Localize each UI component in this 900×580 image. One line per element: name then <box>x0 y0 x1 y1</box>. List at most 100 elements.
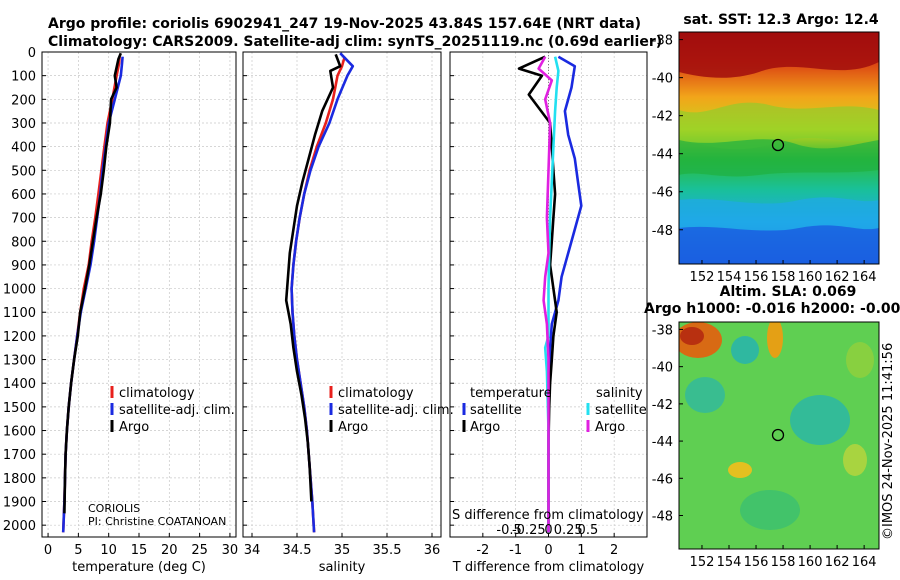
salinity-panel: 34 34.5 35 35.5 36 salinity <box>242 51 442 575</box>
legend-s-argo-label: Argo <box>595 420 625 435</box>
sst-argo-location-marker <box>771 138 785 152</box>
y-tick-label: 1600 <box>3 425 36 440</box>
map-x-tick-label: 152 <box>690 555 715 570</box>
x-axis-label: salinity <box>319 560 366 575</box>
legend-satellite-label: satellite-adj. clim. <box>119 403 235 418</box>
series-line-argo <box>284 53 342 502</box>
series-line-satellite-adj-clim- <box>61 56 124 533</box>
x-tick-label: -1 <box>509 543 522 558</box>
y-tick-label: 0 <box>28 46 36 61</box>
map-x-tick-label: 152 <box>690 270 715 285</box>
y-tick-label: 1900 <box>3 496 36 511</box>
y-tick-label: 700 <box>11 212 36 227</box>
x-tick-label: -2 <box>476 543 489 558</box>
s-x-tick-label: -0.25 <box>512 523 546 538</box>
map-x-tick-label: 154 <box>717 555 742 570</box>
x-tick-label: 34 <box>244 543 261 558</box>
sst-map-title: sat. SST: 12.3 Argo: 12.4 <box>683 12 879 28</box>
x-tick-label: 0 <box>44 543 52 558</box>
y-tick-label: 900 <box>11 259 36 274</box>
credit-institution: CORIOLIS <box>88 502 140 515</box>
temperature-legend: climatology satellite-adj. clim. Argo <box>110 386 235 435</box>
timestamp: ©IMOS 24-Nov-2025 11:41:56 <box>881 343 896 540</box>
x-tick-label: 35.5 <box>373 543 402 558</box>
map-x-tick-label: 156 <box>744 555 769 570</box>
s-difference-ticks: -0.5-0.250 0.250.5 <box>496 523 598 538</box>
y-tick-label: 1500 <box>3 401 36 416</box>
sla-map <box>679 322 879 549</box>
difference-panel: -2 -1 0 1 2 T difference from climatology <box>449 51 648 575</box>
sla-map-title-1: Altim. SLA: 0.069 <box>720 284 857 300</box>
credit-pi: PI: Christine COATANOAN <box>88 515 226 528</box>
x-tick-label: 25 <box>191 543 208 558</box>
x-tick-label: 20 <box>161 543 178 558</box>
y-tick-label: 100 <box>11 70 36 85</box>
y-tick-label: 1000 <box>3 283 36 298</box>
y-tick-label: 300 <box>11 117 36 132</box>
legend-t-argo-label: Argo <box>470 420 500 435</box>
x-tick-label: 0 <box>544 543 552 558</box>
s-difference-xlabel: S difference from climatology <box>452 508 644 523</box>
s-x-tick-label: 0.5 <box>578 523 599 538</box>
difference-legend: temperature satellite Argo salinity sate… <box>462 386 647 435</box>
sla-argo-location-marker <box>771 428 785 442</box>
y-tick-label: 1200 <box>3 330 36 345</box>
y-tick-label: 1700 <box>3 448 36 463</box>
x-tick-label: 15 <box>131 543 148 558</box>
y-tick-label: 1100 <box>3 306 36 321</box>
x-tick-label: 1 <box>577 543 585 558</box>
header-line-1: Argo profile: coriolis 6902941_247 19-No… <box>48 16 641 32</box>
y-tick-label: 600 <box>11 188 36 203</box>
salinity-legend: climatology satellite-adj. clim. Argo <box>329 386 454 435</box>
map-y-tick-label: -46 <box>652 186 673 201</box>
s-x-tick-label: -0.5 <box>496 523 521 538</box>
temperature-panel: 0 5 10 15 20 25 300100200300400500600700800900… <box>3 46 238 575</box>
y-tick-label: 1400 <box>3 377 36 392</box>
legend-s-satellite-label: satellite <box>595 403 647 418</box>
x-tick-label: 36 <box>424 543 441 558</box>
legend-argo-label: Argo <box>119 420 149 435</box>
series-line-s-satellite <box>543 56 560 533</box>
series-line-satellite-adj-clim- <box>290 52 355 533</box>
series-line-s-argo <box>537 56 554 533</box>
map-y-tick-label: -40 <box>652 361 673 376</box>
map-x-tick-label: 162 <box>825 270 850 285</box>
y-tick-label: 400 <box>11 141 36 156</box>
y-tick-label: 1300 <box>3 354 36 369</box>
sst-map-ticks: 152 154 156 158 160 162 164 -38 -40 -42 -44 -46 -48 <box>652 34 877 285</box>
legend-salinity-title: salinity <box>596 386 643 401</box>
map-x-tick-label: 160 <box>798 555 823 570</box>
legend-argo-label: Argo <box>338 420 368 435</box>
map-y-tick-label: -48 <box>652 510 673 525</box>
map-x-tick-label: 156 <box>744 270 769 285</box>
y-tick-label: 1800 <box>3 472 36 487</box>
legend-t-satellite-label: satellite <box>470 403 522 418</box>
legend-climatology-label: climatology <box>119 386 195 401</box>
map-y-tick-label: -42 <box>652 110 673 125</box>
y-tick-label: 200 <box>11 93 36 108</box>
map-x-tick-label: 158 <box>771 555 796 570</box>
map-y-tick-label: -48 <box>652 224 673 239</box>
x-axis-label: T difference from climatology <box>452 560 645 575</box>
y-tick-label: 500 <box>11 164 36 179</box>
header-line-2: Climatology: CARS2009. Satellite-adj cli… <box>48 34 662 50</box>
s-x-tick-label: 0 <box>544 523 552 538</box>
series-line-argo <box>63 52 123 514</box>
map-y-tick-label: -44 <box>652 435 673 450</box>
map-y-tick-label: -40 <box>652 72 673 87</box>
series-line-climatology <box>61 56 121 533</box>
legend-temperature-title: temperature <box>470 386 552 401</box>
map-y-tick-label: -42 <box>652 398 673 413</box>
sst-map-frame <box>678 31 880 265</box>
map-x-tick-label: 154 <box>717 270 742 285</box>
legend-climatology-label: climatology <box>338 386 414 401</box>
map-x-tick-label: 158 <box>771 270 796 285</box>
x-tick-label: 30 <box>222 543 239 558</box>
map-x-tick-label: 162 <box>825 555 850 570</box>
sst-map <box>679 32 879 264</box>
map-y-tick-label: -38 <box>652 34 673 49</box>
map-x-tick-label: 164 <box>852 555 877 570</box>
x-tick-label: 35 <box>334 543 351 558</box>
y-tick-label: 2000 <box>3 519 36 534</box>
